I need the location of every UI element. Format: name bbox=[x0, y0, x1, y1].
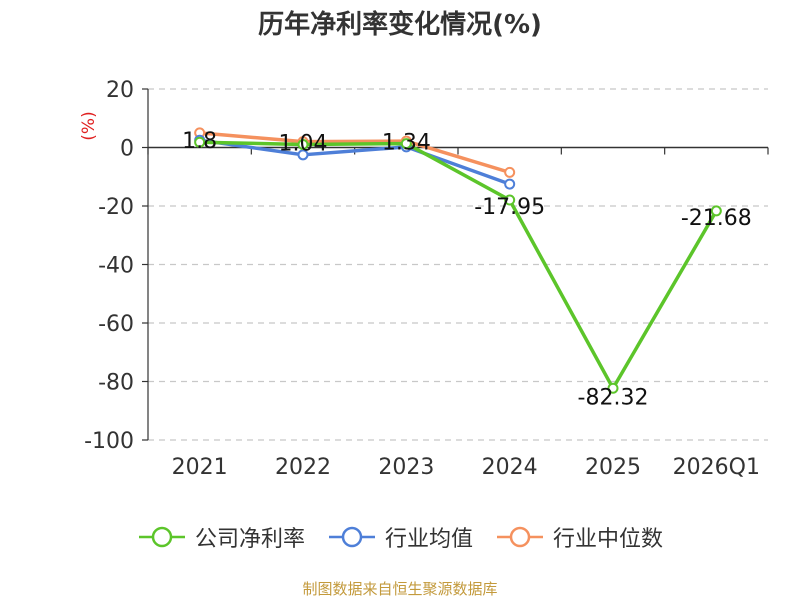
data-point bbox=[504, 178, 516, 190]
series-line bbox=[197, 140, 719, 391]
y-tick-label: 0 bbox=[120, 137, 134, 162]
y-tick-label: -100 bbox=[84, 429, 134, 454]
y-tick-label: -80 bbox=[98, 371, 134, 396]
data-label: 1.34 bbox=[382, 131, 431, 156]
legend-line-marker-icon bbox=[138, 526, 185, 548]
data-point bbox=[607, 382, 619, 394]
data-point bbox=[504, 166, 516, 178]
x-tick-label: 2022 bbox=[275, 455, 331, 480]
data-labels: 1.8 1.04 1.34 -17.95 -82.32 -21.68 bbox=[182, 129, 752, 410]
line-chart: 20 0 -20 -40 -60 -80 -100 2021 2022 2023 2024 2025 2… bbox=[79, 78, 769, 480]
data-label: -21.68 bbox=[681, 206, 752, 231]
legend-label: 公司净利率 bbox=[194, 527, 305, 552]
series-line bbox=[197, 138, 512, 186]
x-tick-label: 2023 bbox=[378, 455, 434, 480]
data-label: 1.8 bbox=[182, 129, 217, 154]
y-tick-label: -60 bbox=[98, 312, 134, 337]
chart-title: 历年净利率变化情况(%) bbox=[258, 10, 542, 40]
data-point bbox=[504, 194, 516, 206]
data-label: -82.32 bbox=[578, 385, 649, 410]
data-point bbox=[710, 205, 722, 217]
legend: 公司净利率 行业均值 行业中位数 bbox=[0, 520, 800, 554]
legend-item[interactable]: 行业均值 bbox=[327, 521, 473, 553]
legend-line-marker-icon bbox=[497, 526, 543, 548]
data-point bbox=[194, 136, 206, 148]
data-point bbox=[297, 138, 309, 150]
x-tick-label: 2021 bbox=[172, 455, 228, 480]
legend-label: 行业均值 bbox=[384, 527, 473, 552]
data-point bbox=[400, 138, 412, 150]
data-point bbox=[297, 149, 309, 161]
series-lines bbox=[197, 131, 719, 391]
y-tick-label: -40 bbox=[98, 254, 134, 279]
legend-item[interactable]: 行业中位数 bbox=[495, 521, 663, 553]
x-tick-label: 2025 bbox=[585, 455, 641, 480]
y-tick-label: 20 bbox=[106, 78, 134, 103]
data-label: -17.95 bbox=[474, 195, 545, 220]
legend-line-marker-icon bbox=[328, 526, 375, 548]
series-line bbox=[197, 131, 512, 175]
y-axis-label: (%) bbox=[79, 111, 99, 140]
series-markers bbox=[194, 127, 722, 394]
y-tick-label: -20 bbox=[98, 195, 134, 220]
legend-label: 行业中位数 bbox=[553, 527, 664, 552]
x-tick-label: 2026Q1 bbox=[673, 455, 760, 480]
data-label: 1.04 bbox=[279, 131, 328, 156]
legend-item[interactable]: 公司净利率 bbox=[137, 521, 305, 553]
x-tick-label: 2024 bbox=[482, 455, 538, 480]
axes: 20 0 -20 -40 -60 -80 -100 2021 2022 2023 2024 2025 2… bbox=[79, 78, 769, 480]
gridlines bbox=[148, 88, 768, 441]
source-note: 制图数据来自恒生聚源数据库 bbox=[302, 580, 498, 598]
